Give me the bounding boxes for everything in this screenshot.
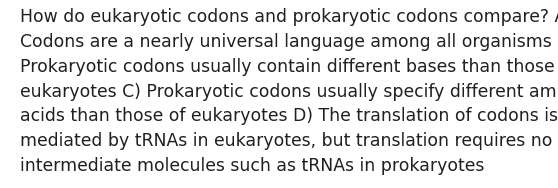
Text: How do eukaryotic codons and prokaryotic codons compare? A)
Codons are a nearly : How do eukaryotic codons and prokaryotic… xyxy=(20,8,558,175)
